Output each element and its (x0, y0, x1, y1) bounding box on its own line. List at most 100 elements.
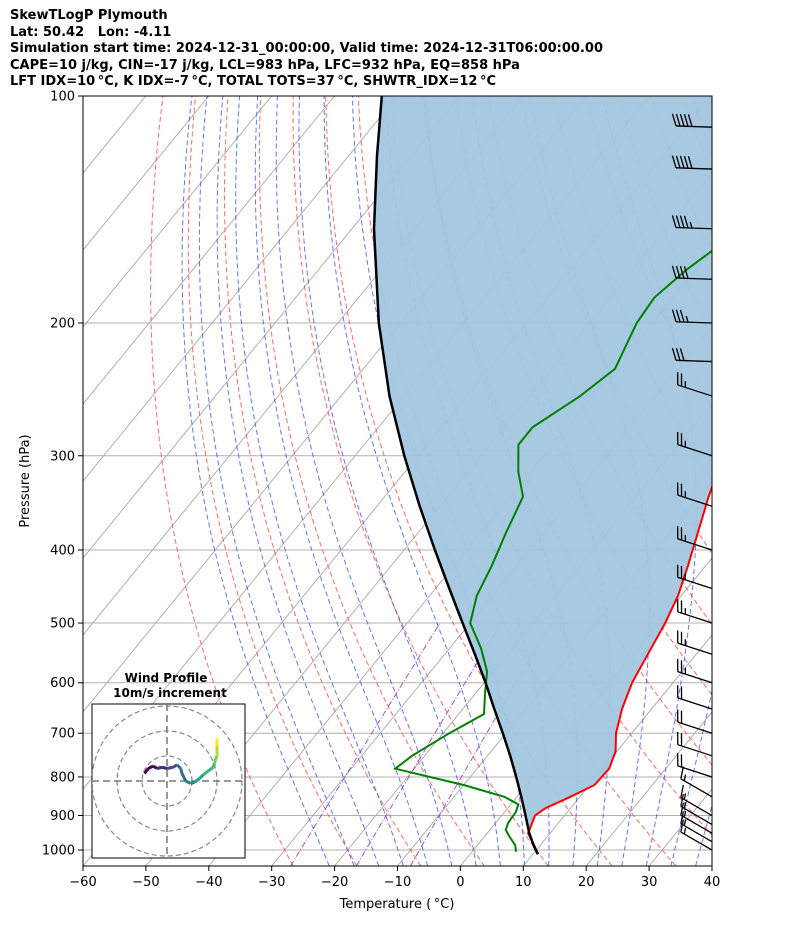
hodograph-trace-segment (214, 755, 219, 760)
wind-barb (671, 265, 713, 280)
hodograph-trace-segment (161, 765, 168, 770)
barb-flag (680, 766, 684, 779)
hodograph-trace-segment (152, 764, 158, 770)
barb-flag (675, 215, 681, 228)
barb-flag (680, 802, 684, 816)
dry-adiabat-line (749, 96, 794, 866)
barb-half-flag (683, 827, 687, 835)
isotherm-line (83, 96, 398, 482)
parcel-line (372, 96, 540, 855)
hodograph-trace-segment (180, 772, 188, 782)
hodograph-plot (92, 704, 245, 858)
y-tick-label: 600 (50, 676, 75, 691)
barb-shaft (677, 384, 713, 397)
barb-flag (679, 113, 685, 127)
barb-flag (680, 819, 684, 833)
wind-barb (680, 793, 713, 826)
x-tick-label: −50 (132, 875, 159, 890)
x-tick-label: −40 (195, 875, 222, 890)
hodograph-title: Wind Profile (125, 671, 208, 685)
barb-shaft (680, 823, 713, 843)
x-tick-label: −10 (384, 875, 411, 890)
x-tick-label: −20 (321, 875, 348, 890)
hodograph-trace-segment (143, 767, 150, 775)
barb-shaft (677, 744, 713, 757)
isotherm-line (83, 96, 84, 97)
hodograph-trace-segment (211, 763, 216, 768)
dry-adiabat-line (325, 96, 613, 866)
y-tick-label: 400 (50, 543, 75, 558)
barb-flag (687, 156, 693, 169)
barb-flag (671, 347, 677, 361)
indices-text-1: CAPE=10 j/kg, CIN=-17 j/kg, LCL=983 hPa,… (10, 57, 520, 73)
hodograph-trace-segment (175, 763, 182, 770)
hodograph-trace-segment (198, 773, 205, 780)
barb-shaft (677, 765, 713, 778)
barb-flag (675, 155, 681, 169)
wind-barb (677, 372, 713, 397)
moist-adiabat-line (720, 96, 794, 866)
wind-barb (671, 215, 713, 230)
barb-shaft (675, 277, 713, 280)
barb-shaft (675, 125, 713, 128)
barb-shaft (680, 814, 713, 834)
barb-flag (679, 265, 685, 279)
barb-half-flag (683, 819, 687, 826)
barb-flag (675, 265, 681, 279)
moist-adiabat-line (275, 96, 453, 866)
moist-adiabat-line (601, 96, 697, 866)
barb-shaft (680, 831, 713, 851)
barb-flag (671, 215, 677, 228)
hodograph-trace-segment (179, 768, 184, 774)
wind-barb (671, 347, 713, 363)
y-tick-label: 700 (50, 727, 75, 742)
x-tick-label: 0 (456, 875, 464, 890)
moist-adiabat-line (323, 96, 501, 866)
barb-shaft (677, 576, 713, 590)
wind-barb (671, 113, 713, 128)
wind-barb (680, 811, 713, 843)
isotherm-line (775, 96, 794, 866)
barb-shaft (675, 359, 713, 363)
moist-adiabat-line (181, 96, 330, 866)
dry-adiabat-line (258, 96, 485, 866)
barb-half-flag (685, 315, 689, 323)
barb-flag (671, 265, 677, 279)
hodograph-trace-segment (213, 758, 218, 764)
dry-adiabat-line (224, 96, 422, 866)
wind-barb (677, 658, 713, 684)
barb-half-flag (689, 221, 693, 229)
barb-flag (680, 793, 684, 807)
wind-barb (680, 802, 713, 834)
indices-text-2: LFT IDX=10 °C, K IDX=-7 °C, TOTAL TOTS=3… (10, 74, 497, 89)
isotherm-line (83, 96, 273, 328)
axes: −60 −50 −40 −30 −20 −10 0 10 20 30 40 1000 900 800 700… (42, 90, 720, 891)
barb-flag (680, 784, 684, 798)
wind-barb (677, 482, 713, 507)
wind-barb (677, 685, 713, 710)
barb-flag (679, 155, 685, 169)
hodograph-trace-segment (185, 779, 192, 785)
moist-adiabat-line (198, 96, 355, 866)
isotherm-line (83, 96, 210, 251)
barb-flag (671, 309, 677, 322)
moist-adiabat-line (254, 96, 429, 866)
temperature-line (527, 484, 712, 855)
barb-half-flag (683, 774, 687, 781)
barb-flag (680, 811, 684, 824)
barb-flag (675, 113, 681, 127)
barb-flag (671, 155, 677, 168)
barb-flag (687, 114, 693, 127)
y-tick-label: 200 (50, 316, 75, 331)
simulation-time-text: Simulation start time: 2024-12-31_00:00:… (10, 41, 603, 56)
barb-half-flag (683, 793, 687, 800)
barb-flag (683, 155, 689, 169)
dry-adiabat-line (150, 96, 294, 866)
dry-adiabat-line (292, 96, 549, 866)
barb-flag (683, 215, 689, 229)
barb-shaft (680, 778, 713, 798)
barb-flag (679, 309, 685, 323)
mixing-ratio-line (355, 622, 502, 866)
wind-barbs (671, 113, 713, 851)
